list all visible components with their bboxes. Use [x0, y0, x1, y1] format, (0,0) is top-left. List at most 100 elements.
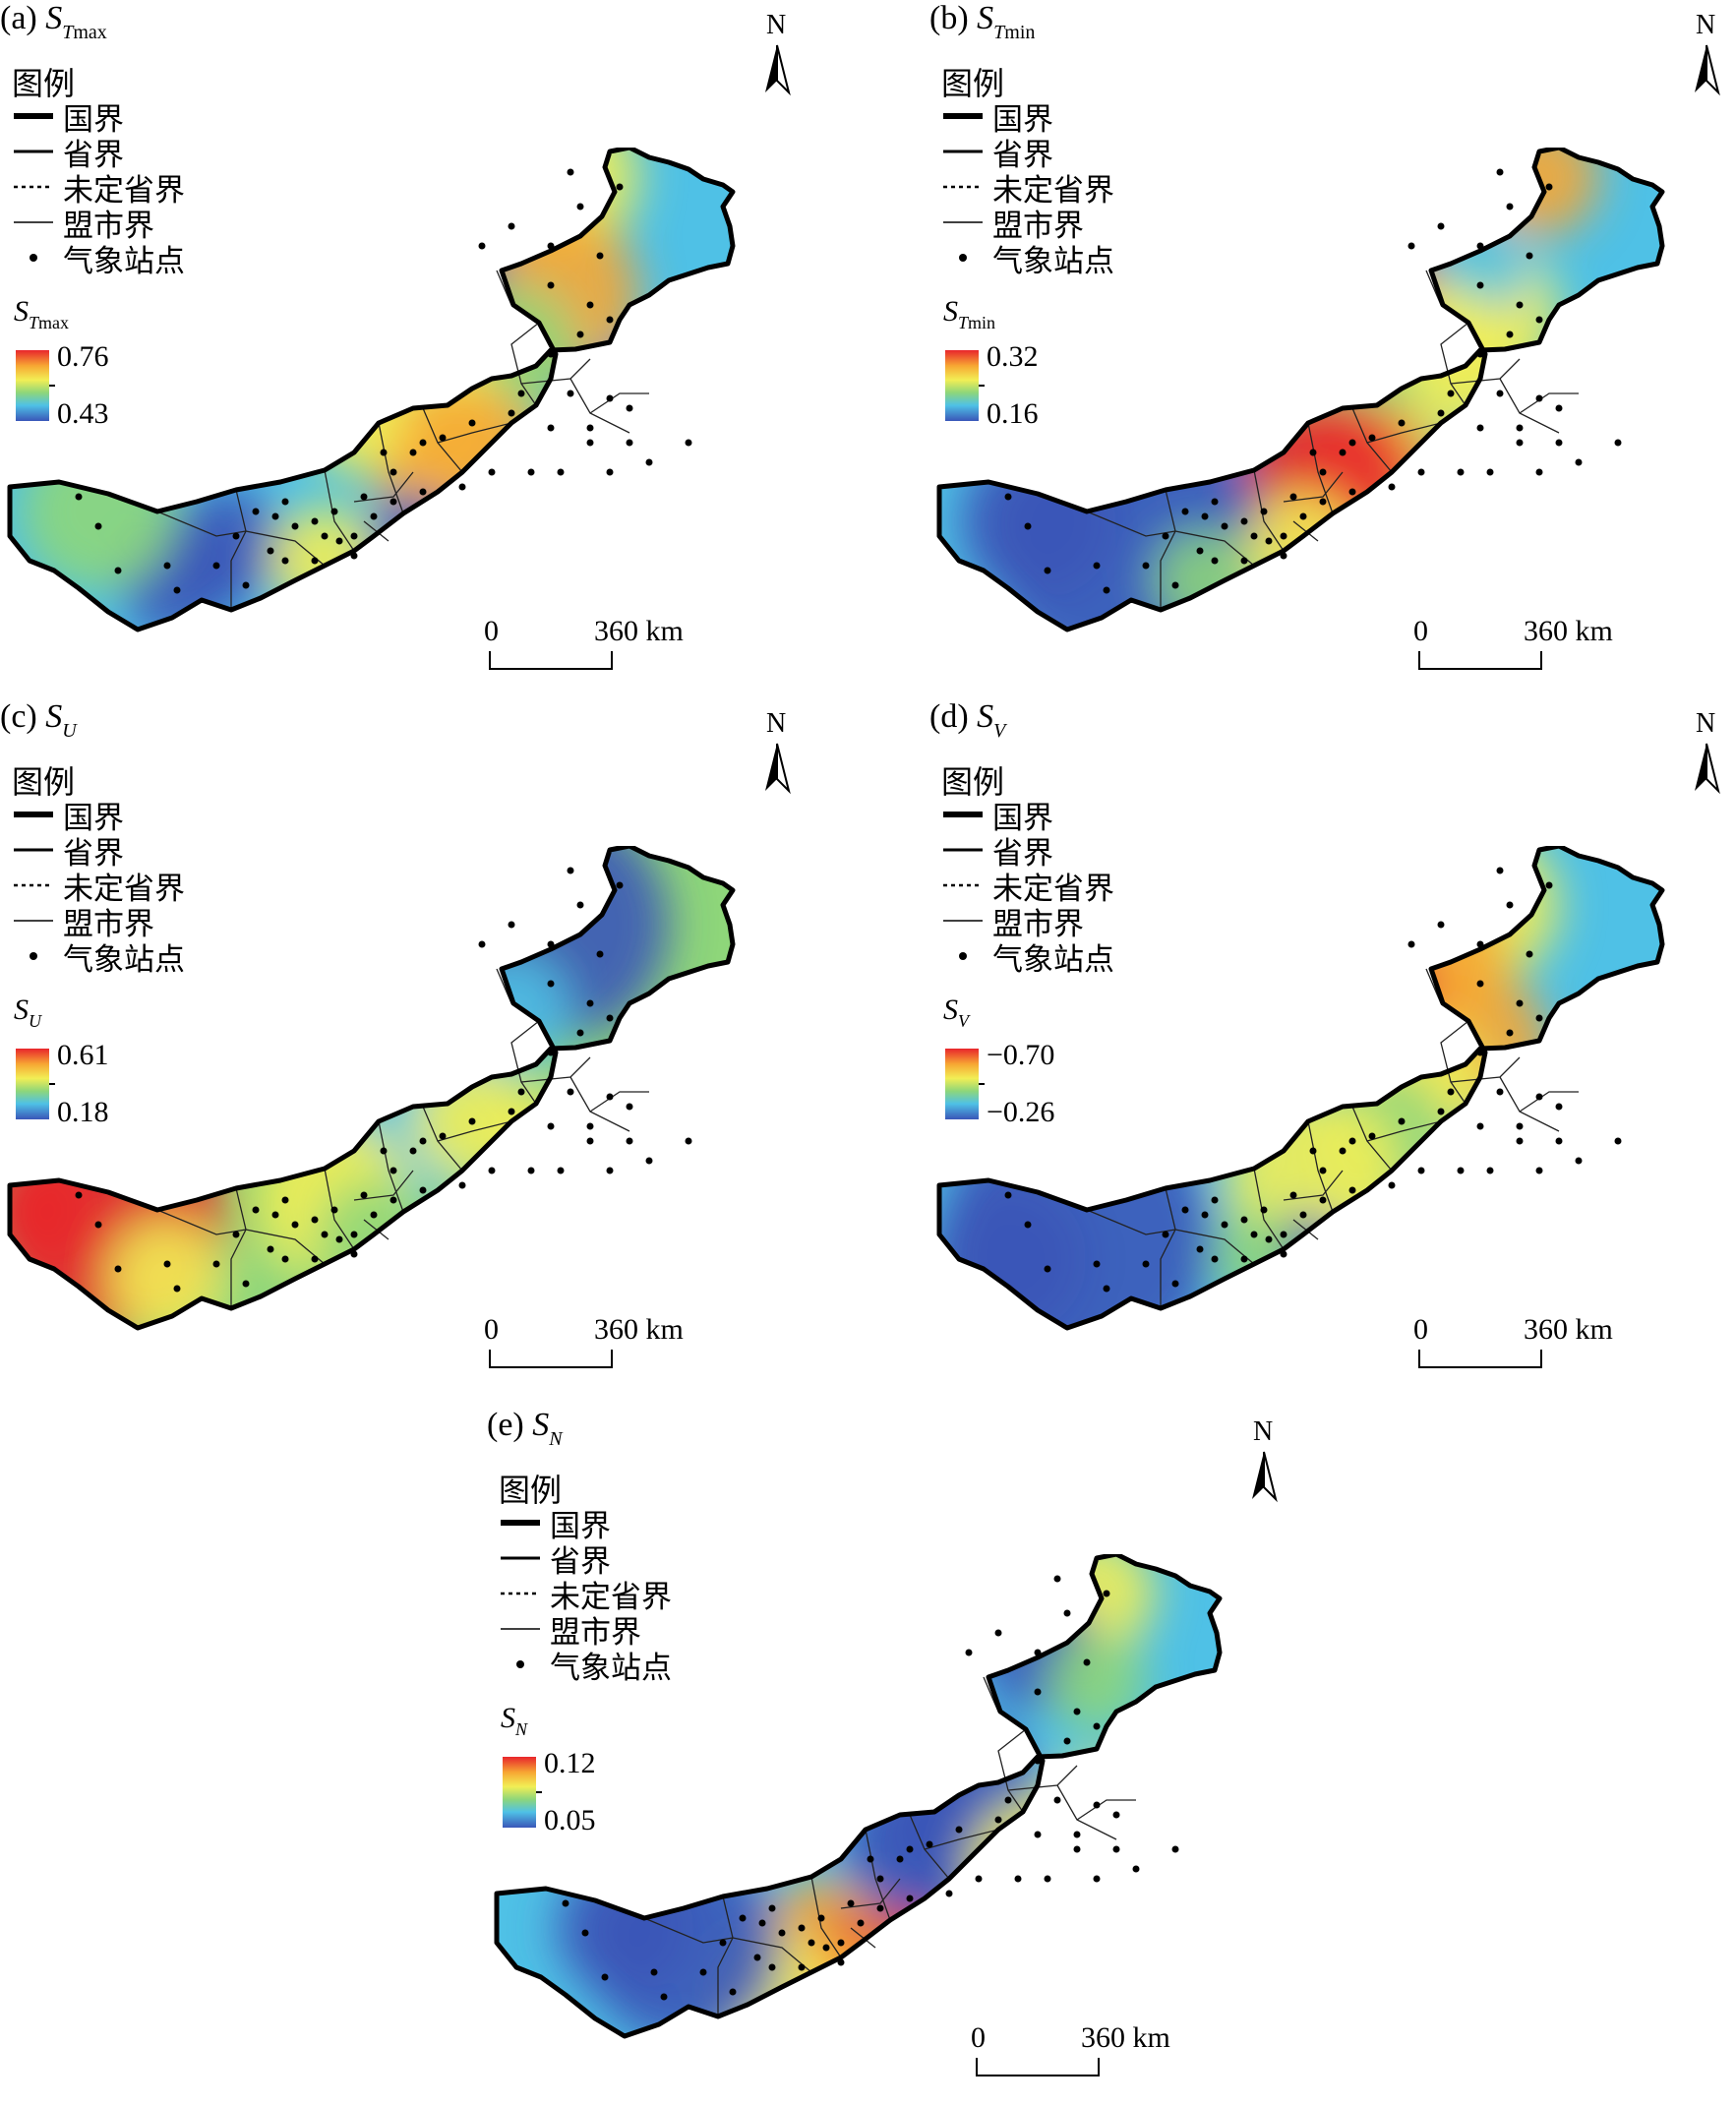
weather-station-dot: [1486, 1167, 1494, 1174]
legend-item: 未定省界: [12, 169, 185, 209]
weather-station-dot: [1476, 1122, 1484, 1130]
weather-station-dot: [330, 508, 338, 515]
weather-station-dot: [1024, 522, 1032, 530]
colorbar-subscript: N: [515, 1719, 528, 1739]
colorbar-gradient: [945, 1049, 979, 1119]
panel-symbol: S: [532, 1407, 550, 1443]
legend-title: 图例: [12, 65, 76, 102]
league-city-boundary: [1519, 392, 1579, 414]
weather-station-dot: [517, 1088, 525, 1096]
legend-item: 气象站点: [941, 240, 1114, 279]
weather-station-dot: [1171, 1280, 1179, 1288]
weather-station-dot: [409, 449, 417, 456]
weather-station-dot: [547, 980, 555, 988]
panel-title: (a) STmax: [0, 0, 107, 44]
weather-station-dot: [1417, 468, 1425, 476]
weather-station-dot: [1240, 557, 1248, 565]
weather-station-dot: [1014, 1875, 1022, 1883]
weather-station-dot: [847, 1899, 855, 1907]
colorbar-symbol: S: [501, 1702, 515, 1734]
weather-station-dot: [311, 1255, 319, 1263]
weather-station-dot: [606, 1167, 614, 1174]
legend-item: 盟市界: [12, 205, 154, 244]
scale-zero-label: 0: [484, 1313, 499, 1346]
panel-title: (c) SU: [0, 698, 77, 743]
weather-station-dot: [1093, 1801, 1101, 1809]
league-city-boundary: [865, 1829, 891, 1921]
weather-station-dot: [576, 1029, 584, 1037]
legend-item: 国界: [12, 98, 124, 138]
legend-item-label: 国界: [63, 101, 124, 138]
panel-subscript: N: [549, 1428, 563, 1450]
weather-station-dot: [626, 1137, 633, 1145]
legend-item: 未定省界: [499, 1576, 672, 1615]
weather-station-dot: [547, 281, 555, 289]
weather-station-dot: [1319, 498, 1327, 506]
weather-station-dot: [586, 424, 594, 432]
weather-station-dot: [163, 562, 171, 570]
region-map: [936, 846, 1665, 1331]
weather-station-dot: [837, 1939, 845, 1947]
weather-station-dot: [606, 394, 614, 402]
weather-station-dot: [817, 1914, 825, 1922]
weather-station-dot: [1407, 242, 1415, 250]
panel-subsubscript: min: [1004, 22, 1036, 43]
weather-station-dot: [601, 1973, 609, 1981]
weather-station-dot: [650, 1968, 658, 1976]
map-panel: (a) STmax 图例 国界 省界 未定省界 盟市界 气象站点 STmax 0.76 0.43 N…: [0, 0, 846, 689]
weather-station-dot: [1280, 1231, 1287, 1238]
league-city-boundary: [1307, 422, 1334, 514]
weather-station-dot: [1034, 1831, 1042, 1838]
thick-line-symbol: [943, 812, 983, 817]
weather-station-dot: [1044, 1875, 1051, 1883]
weather-station-dot: [330, 1206, 338, 1214]
weather-station-dot: [1063, 1609, 1071, 1617]
map-panel: (e) SN 图例 国界 省界 未定省界 盟市界 气象站点 SN 0.12 0.05 N 0 360 k…: [487, 1407, 1333, 2095]
weather-station-dot: [1516, 999, 1524, 1007]
weather-station-dot: [1240, 517, 1248, 525]
weather-station-dot: [409, 1147, 417, 1155]
weather-station-dot: [1093, 1875, 1101, 1883]
weather-station-dot: [906, 1845, 914, 1853]
colorbar-subscript: U: [29, 1011, 41, 1031]
scale-bar: [489, 651, 613, 670]
weather-station-dot: [252, 1206, 260, 1214]
weather-station-dot: [1063, 1737, 1071, 1745]
color-field-blob: [570, 354, 688, 472]
legend-item: 省界: [499, 1540, 611, 1580]
weather-station-dot: [685, 1137, 692, 1145]
weather-station-dot: [1516, 1137, 1524, 1145]
north-label: N: [1696, 708, 1716, 739]
national-boundary: [7, 846, 736, 1331]
legend-item: 国界: [499, 1505, 611, 1544]
weather-station-dot: [1447, 390, 1455, 397]
weather-station-dot: [1289, 493, 1297, 501]
weather-station-dot: [1299, 1211, 1307, 1219]
colorbar-max-label: 0.32: [987, 340, 1039, 373]
national-boundary: [936, 148, 1665, 632]
weather-station-dot: [945, 1890, 953, 1897]
weather-station-dot: [1535, 468, 1543, 476]
weather-station-dot: [389, 1167, 397, 1174]
legend-item: 气象站点: [499, 1647, 672, 1686]
weather-station-dot: [719, 1939, 727, 1947]
station-dot-symbol: [516, 1660, 524, 1668]
legend-item-label: 省界: [992, 137, 1053, 173]
weather-station-dot: [508, 409, 515, 417]
colorbar-symbol: S: [943, 295, 958, 328]
weather-station-dot: [1004, 493, 1012, 501]
legend-title: 图例: [12, 763, 76, 801]
legend-item: 未定省界: [12, 868, 185, 907]
legend-item: 气象站点: [941, 938, 1114, 978]
weather-station-dot: [1535, 394, 1543, 402]
scale-distance-label: 360 km: [594, 1313, 684, 1346]
league-city-boundary: [569, 1076, 630, 1132]
weather-station-dot: [1614, 439, 1622, 447]
color-field-blob: [1618, 1072, 1662, 1151]
weather-station-dot: [906, 1895, 914, 1902]
weather-station-dot: [739, 1914, 747, 1922]
weather-station-dot: [768, 1963, 776, 1971]
weather-station-dot: [567, 168, 574, 176]
weather-station-dot: [1348, 488, 1356, 496]
league-city-boundary: [810, 1876, 842, 1958]
